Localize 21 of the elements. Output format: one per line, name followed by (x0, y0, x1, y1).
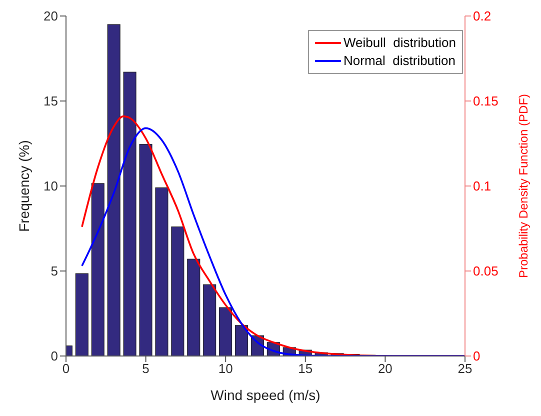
y-tick-label: 20 (44, 8, 58, 24)
x-tick-label: 0 (62, 361, 70, 376)
legend-label: Weibull distribution (344, 34, 456, 52)
y-tick-label: 5 (50, 264, 58, 279)
y2-axis-title: Probability Density Function (PDF) (516, 94, 530, 278)
y-tick-label: 15 (44, 94, 58, 109)
x-tick-label: 20 (378, 361, 392, 376)
x-axis-title: Wind speed (m/s) (210, 387, 320, 403)
x-tick-label: 10 (218, 361, 233, 376)
y-axis-title: Frequency (%) (16, 140, 32, 232)
y2-tick-label: 0.2 (473, 8, 492, 24)
x-tick-label: 25 (458, 361, 472, 376)
y-tick-label: 10 (44, 178, 58, 194)
y2-tick-label: 0 (473, 348, 480, 364)
x-tick-label: 15 (298, 361, 313, 376)
legend-label: Normal distribution (344, 52, 456, 70)
y2-tick-label: 0.15 (473, 94, 498, 109)
x-tick-label: 5 (142, 361, 150, 376)
y-tick-label: 0 (50, 348, 58, 364)
y2-tick-label: 0.1 (473, 178, 492, 194)
y2-tick-label: 0.05 (473, 264, 498, 279)
